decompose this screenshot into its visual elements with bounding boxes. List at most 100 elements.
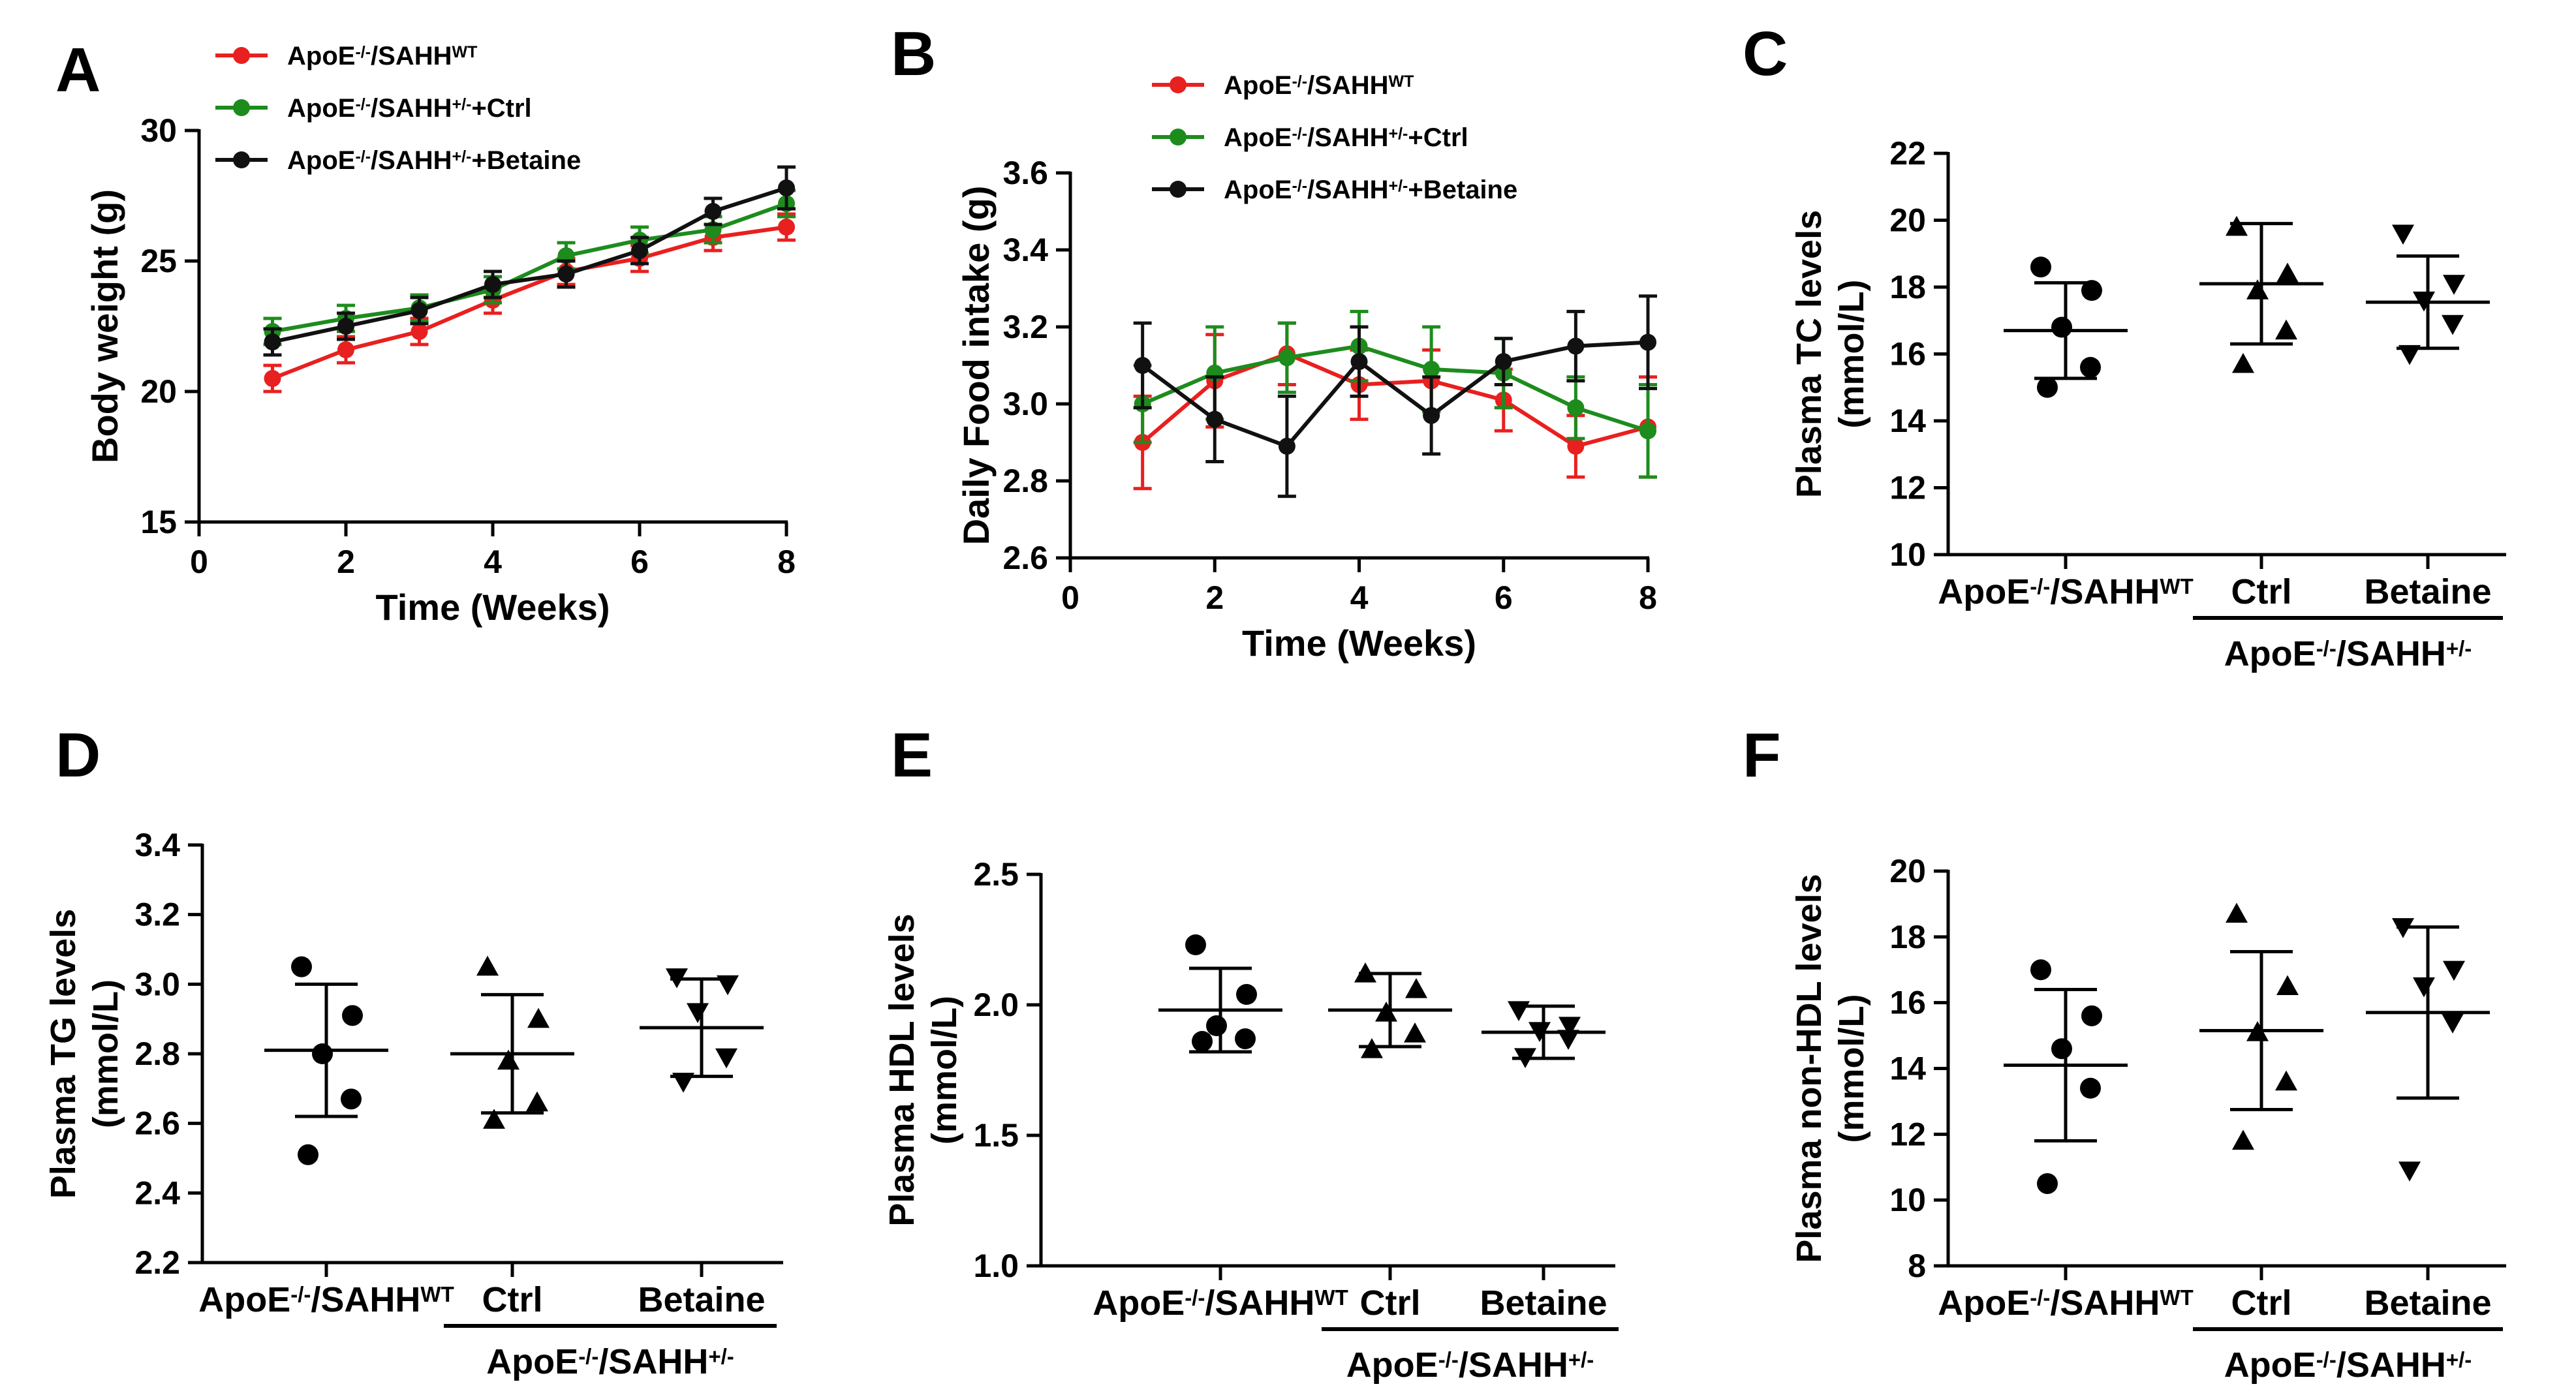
group-0 (264, 956, 388, 1277)
series-line (272, 225, 787, 380)
data-point (1559, 1017, 1581, 1037)
data-point (1567, 437, 1585, 455)
y-tick-label: 3.2 (1002, 309, 1048, 345)
series-line (1141, 344, 1649, 433)
y-tick-label: 16 (1889, 336, 1926, 373)
legend-label: ApoE-/-/SAHHWT (287, 42, 477, 70)
group-0 (1158, 934, 1282, 1280)
data-point (2232, 352, 2254, 373)
category-label-betaine: Betaine (2364, 572, 2491, 611)
y-axis-unit-label: (mmol/L) (1832, 994, 1871, 1143)
group-2 (640, 968, 764, 1277)
data-point (497, 1049, 520, 1070)
legend-label: ApoE-/-/SAHH+/-+Ctrl (287, 94, 532, 123)
y-axis-unit-label: (mmol/L) (925, 996, 964, 1144)
y-tick-label: 2.2 (134, 1244, 180, 1281)
category-label-wt: ApoE-/-/SAHHWT (1938, 1283, 2193, 1323)
y-tick-label: 8 (1908, 1248, 1926, 1284)
series-line (272, 202, 788, 333)
category-label-wt: ApoE-/-/SAHHWT (1093, 1283, 1348, 1323)
data-point (1134, 357, 1151, 374)
data-point (2232, 1129, 2254, 1150)
data-point (2443, 960, 2465, 981)
data-point (291, 956, 312, 977)
legend-label: ApoE-/-/SAHH+/-+Betaine (287, 146, 581, 175)
x-tick-label: 6 (630, 544, 649, 580)
data-point (2080, 1077, 2101, 1099)
data-point (1278, 349, 1296, 367)
legend-label: ApoE-/-/SAHHWT (1224, 71, 1414, 100)
group-1 (2199, 902, 2323, 1280)
x-axis-label: Time (Weeks) (376, 587, 610, 628)
data-point (264, 370, 281, 387)
category-label-betaine: Betaine (1480, 1283, 1607, 1323)
y-tick-label: 20 (140, 373, 177, 410)
data-point (2392, 918, 2414, 938)
legend: ApoE-/-/SAHHWT ApoE-/-/SAHH+/-+Ctrl ApoE-/… (1152, 71, 1517, 204)
y-tick-label: 2.0 (973, 987, 1019, 1023)
data-point (411, 323, 428, 340)
panel-letter: B (891, 19, 936, 89)
data-point (1423, 360, 1440, 378)
group-2 (2366, 224, 2490, 569)
data-point (778, 219, 795, 236)
y-tick-label: 2.8 (1002, 463, 1048, 499)
y-tick-label: 10 (1889, 536, 1926, 573)
data-point (2442, 1013, 2464, 1034)
y-tick-label: 14 (1889, 1051, 1926, 1087)
legend-label: ApoE-/-/SAHH+/-+Betaine (1224, 176, 1517, 204)
legend-swatch-marker (233, 151, 250, 168)
y-tick-label: 3.0 (134, 966, 180, 1002)
y-tick-label: 12 (1889, 470, 1926, 506)
y-tick-label: 18 (1889, 919, 1926, 955)
data-point (1206, 410, 1224, 428)
category-group-label: ApoE-/-/SAHH+/- (1346, 1345, 1594, 1385)
data-point (2413, 291, 2435, 312)
group-2 (2366, 918, 2490, 1280)
group-0 (2004, 959, 2128, 1280)
data-point (1495, 353, 1512, 371)
y-tick-label: 15 (140, 504, 177, 540)
data-point (2246, 279, 2269, 299)
category-group-label: ApoE-/-/SAHH+/- (2224, 1345, 2472, 1385)
panel-e: E 1.0 1.5 2.0 2.5 Plasma HDL levels (mmol/L) Ap… (882, 720, 1619, 1385)
x-tick-label: 0 (190, 544, 208, 580)
data-point (1236, 984, 1257, 1005)
category-label-ctrl: Ctrl (2231, 572, 2292, 611)
data-point (1567, 399, 1585, 416)
data-point (666, 968, 688, 989)
x-axis-label: Time (Weeks) (1242, 622, 1476, 664)
data-point (1235, 1028, 1256, 1049)
y-tick-label: 3.6 (1002, 155, 1048, 191)
data-point (631, 242, 648, 259)
data-point (2443, 275, 2465, 295)
y-tick-label: 2.4 (134, 1174, 180, 1211)
series-2 (1133, 294, 1657, 499)
panel-letter: C (1743, 19, 1788, 89)
legend-swatch-marker (1170, 181, 1187, 198)
data-point (2398, 1161, 2421, 1182)
panel-letter: F (1743, 720, 1781, 790)
data-point (2398, 345, 2421, 365)
y-tick-label: 18 (1889, 269, 1926, 305)
legend-item: ApoE-/-/SAHH+/-+Betaine (215, 146, 581, 175)
category-label-wt: ApoE-/-/SAHHWT (1938, 572, 2193, 611)
data-point (526, 1091, 548, 1112)
y-axis-label: Body weight (g) (84, 189, 125, 463)
data-point (704, 203, 722, 220)
y-tick-label: 14 (1889, 403, 1926, 439)
series-line (272, 186, 787, 344)
data-point (2276, 975, 2299, 996)
data-point (1514, 1048, 1536, 1068)
legend: ApoE-/-/SAHHWT ApoE-/-/SAHH+/-+Ctrl ApoE-/… (215, 42, 581, 175)
data-point (483, 1109, 505, 1129)
y-axis-label: Plasma TC levels (1790, 210, 1829, 498)
group-1 (1328, 962, 1452, 1280)
y-tick-label: 2.6 (1002, 540, 1048, 576)
y-tick-label: 1.5 (973, 1117, 1019, 1154)
data-point (1375, 1002, 1397, 1022)
category-group-label: ApoE-/-/SAHH+/- (486, 1342, 734, 1381)
y-axis-unit-label: (mmol/L) (1832, 280, 1871, 429)
y-axis-label: Plasma HDL levels (882, 913, 922, 1226)
legend-swatch-marker (233, 47, 250, 64)
